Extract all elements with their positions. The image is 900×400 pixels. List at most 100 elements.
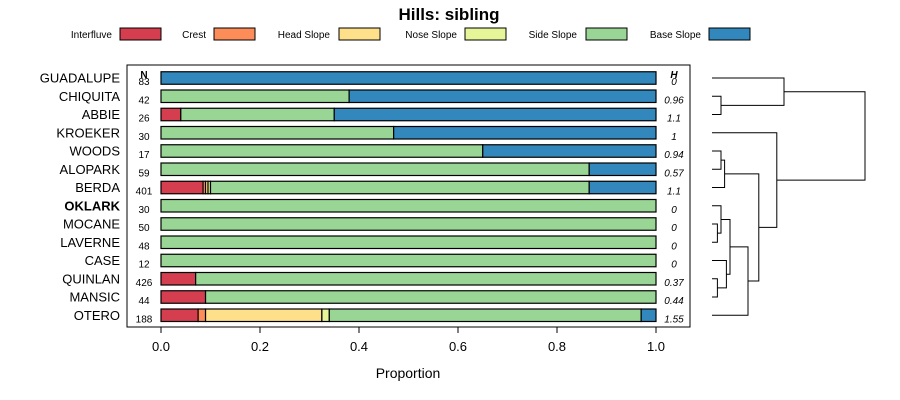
bar-segment-nose-slope [321,308,330,323]
series-label-otero: OTERO [74,308,120,323]
dendrogram-link [712,77,785,106]
legend-item-interfluve: Interfluve [71,27,162,41]
legend-item-base-slope: Base Slope [650,27,751,41]
n-value: 83 [138,77,150,88]
bar-segment-base-slope [588,180,657,195]
legend-label: Interfluve [71,30,113,41]
dendrogram-link [712,95,722,115]
series-label-laverne: LAVERNE [60,235,120,250]
series-label-oklark: OKLARK [64,198,120,213]
series-label-abbie: ABBIE [82,107,121,122]
h-column-header: H [670,70,678,81]
dendrogram-link [712,205,722,234]
bar-segment-interfluve [160,308,199,323]
legend-swatch [119,27,162,41]
bar-segment-side-slope [160,253,657,268]
bar-row-mocane [160,217,657,231]
dendrogram-link [712,159,726,188]
bar-segment-side-slope [160,217,657,231]
h-value: 0.96 [664,95,684,106]
series-label-case: CASE [85,253,121,268]
n-value: 17 [138,150,150,161]
h-value: 0 [671,241,677,252]
bar-segment-side-slope [160,162,590,177]
bar-segment-side-slope [328,308,642,323]
n-value: 42 [138,95,150,106]
series-label-kroeker: KROEKER [56,125,120,140]
bar-segment-base-slope [482,144,657,158]
legend-item-head-slope: Head Slope [278,27,381,41]
n-value: 50 [138,223,150,234]
bar-row-chiquita [160,89,657,104]
legend-label: Nose Slope [405,30,457,41]
bar-row-case [160,253,657,268]
x-tick-label: 0.2 [251,339,269,354]
bar-segment-head-slope [204,308,323,323]
legend-label: Crest [182,30,206,41]
dendrogram-link [712,260,727,289]
series-label-guadalupe: GUADALUPE [40,71,121,86]
legend-label: Base Slope [650,30,702,41]
legend-label: Head Slope [278,30,331,41]
bar-segment-side-slope [160,125,395,140]
n-value: 48 [138,241,150,252]
bar-segment-base-slope [333,107,657,122]
bar-segment-base-slope [588,162,657,177]
bar-row-alopark [160,162,657,177]
x-tick-label: 0.6 [449,339,467,354]
h-value: 0.57 [664,168,684,179]
bar-row-oklark [160,198,657,213]
legend: Interfluve Crest Head Slope Nose Slope Side … [71,27,751,41]
series-label-mocane: MOCANE [63,217,120,232]
bar-segment-interfluve [160,271,197,286]
bar-segment-crest [197,308,207,323]
h-value: 0.94 [664,150,684,161]
h-value: 1.1 [667,187,681,198]
bar-segment-base-slope [348,89,657,104]
chart-title: Hills: sibling [398,5,499,24]
h-value: 0.37 [664,278,684,289]
x-axis: 0.0 0.2 0.4 0.6 0.8 1.0 [152,327,665,354]
bar-area [160,71,657,323]
n-value: 401 [136,187,153,198]
legend-item-side-slope: Side Slope [529,27,628,41]
series-label-berda: BERDA [75,180,120,195]
n-value: 188 [136,314,153,325]
n-value: 426 [136,278,153,289]
legend-label: Side Slope [529,30,578,41]
dendrogram-link [721,218,731,275]
bar-segment-side-slope [160,89,350,104]
bar-segment-side-slope [160,198,657,213]
bar-segment-interfluve [160,107,182,122]
legend-swatch [213,27,256,41]
series-label-chiquita: CHIQUITA [59,89,120,104]
bar-segment-side-slope [209,180,590,195]
bar-row-otero [160,308,657,323]
bar-segment-side-slope [160,235,657,250]
bar-segment-base-slope [640,308,657,323]
legend-swatch [464,27,507,41]
h-value: 0 [671,223,677,234]
bar-row-berda [160,180,657,195]
h-value: 1 [671,132,677,143]
bar-segment-interfluve [160,290,207,304]
legend-swatch [708,27,751,41]
h-value: 0 [671,205,677,216]
bar-row-woods [160,144,657,158]
n-column-header: N [140,70,147,81]
bar-segment-side-slope [180,107,335,122]
x-axis-label: Proportion [376,365,441,381]
series-label-alopark: ALOPARK [60,162,121,177]
n-value: 26 [138,114,150,125]
dendrogram-link [712,223,718,243]
h-value: 0 [671,260,677,271]
bar-segment-side-slope [204,290,657,304]
series-label-mansic: MANSIC [69,290,120,305]
bar-segment-interfluve [160,180,204,195]
bar-segment-base-slope [393,125,657,140]
dendrogram-link [712,278,718,298]
row-labels: GUADALUPE 83 0 CHIQUITA 42 0.96 ABBIE 26 1.1 KROE… [40,71,684,326]
bar-row-mansic [160,290,657,304]
n-value: 30 [138,205,150,216]
h-value: 0 [671,77,677,88]
